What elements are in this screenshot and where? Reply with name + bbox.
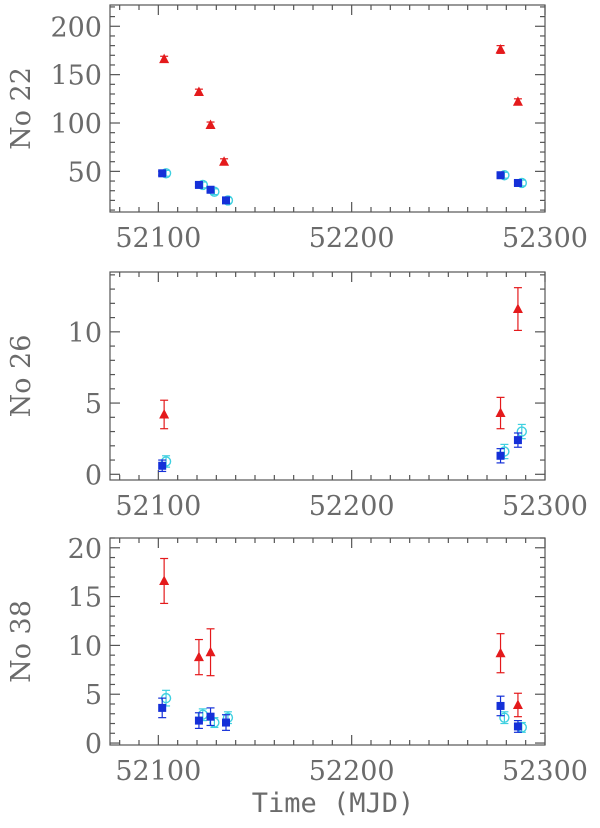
x-tick-label: 52300 bbox=[502, 223, 588, 254]
data-point-triangle bbox=[193, 86, 204, 97]
y-tick-label: 100 bbox=[50, 109, 102, 140]
data-point-triangle bbox=[495, 647, 506, 658]
data-point-square bbox=[513, 722, 522, 731]
y-axis-title: No 22 bbox=[6, 67, 37, 150]
data-point-triangle bbox=[495, 43, 506, 54]
data-point-square bbox=[194, 180, 203, 189]
data-point-square bbox=[222, 196, 230, 205]
x-tick-label: 52200 bbox=[309, 756, 395, 787]
panel-no-22: 52100 52200 52300 50 100 150 200 No 22 bbox=[6, 4, 588, 254]
x-tick-label: 52100 bbox=[115, 756, 201, 787]
x-tick-label: 52200 bbox=[309, 223, 395, 254]
data-point-triangle bbox=[193, 651, 204, 662]
data-point-triangle bbox=[159, 53, 170, 64]
y-tick-label: 20 bbox=[68, 534, 102, 565]
plot-frame bbox=[109, 537, 546, 746]
data-point-square bbox=[496, 701, 505, 710]
y-axis-title: No 26 bbox=[6, 335, 37, 418]
y-tick-label: 10 bbox=[68, 631, 102, 662]
data-point-square bbox=[513, 178, 522, 187]
data-point-square bbox=[206, 712, 215, 721]
x-tick-label: 52200 bbox=[309, 491, 395, 522]
y-tick-label: 50 bbox=[68, 157, 102, 188]
data-point-square bbox=[496, 171, 505, 180]
data-point-square bbox=[513, 436, 522, 445]
data-point-triangle bbox=[512, 96, 523, 106]
data-point-triangle bbox=[512, 303, 523, 314]
data-point-square bbox=[158, 169, 167, 178]
data-point-square bbox=[158, 703, 167, 712]
x-tick-label: 52100 bbox=[115, 491, 201, 522]
y-axis-title: No 38 bbox=[6, 600, 37, 683]
x-tick-label: 52300 bbox=[502, 756, 588, 787]
panel-no-38: 52100 52200 52300 0 5 10 15 20 No 38 bbox=[6, 534, 588, 787]
y-tick-label: 200 bbox=[50, 12, 102, 43]
y-tick-label: 0 bbox=[85, 460, 102, 491]
data-point-square bbox=[206, 185, 215, 194]
y-tick-label: 5 bbox=[85, 389, 102, 420]
data-point-triangle bbox=[205, 646, 216, 657]
x-axis-title: Time (MJD) bbox=[252, 788, 415, 819]
plot-frame bbox=[109, 271, 546, 481]
data-point-triangle bbox=[205, 119, 216, 129]
data-point-triangle bbox=[219, 156, 230, 166]
data-point-triangle bbox=[159, 408, 170, 419]
x-tick-label: 52100 bbox=[115, 223, 201, 254]
x-tick-label: 52300 bbox=[502, 491, 588, 522]
y-tick-label: 10 bbox=[68, 318, 102, 349]
y-tick-label: 15 bbox=[68, 583, 102, 614]
data-point-square bbox=[158, 461, 167, 470]
y-tick-label: 0 bbox=[85, 729, 102, 760]
data-point-circle bbox=[516, 426, 527, 437]
y-tick-label: 5 bbox=[85, 680, 102, 711]
data-point-square bbox=[194, 716, 203, 725]
data-point-triangle bbox=[159, 575, 170, 585]
panel-no-26: 52100 52200 52300 0 5 10 No 26 bbox=[6, 271, 588, 522]
data-point-triangle bbox=[512, 699, 523, 709]
data-point-triangle bbox=[495, 407, 506, 418]
plot-frame bbox=[109, 4, 546, 213]
data-point-square bbox=[496, 451, 505, 460]
y-tick-label: 150 bbox=[50, 61, 102, 92]
data-point-circle bbox=[499, 712, 510, 723]
data-point-square bbox=[222, 718, 230, 727]
